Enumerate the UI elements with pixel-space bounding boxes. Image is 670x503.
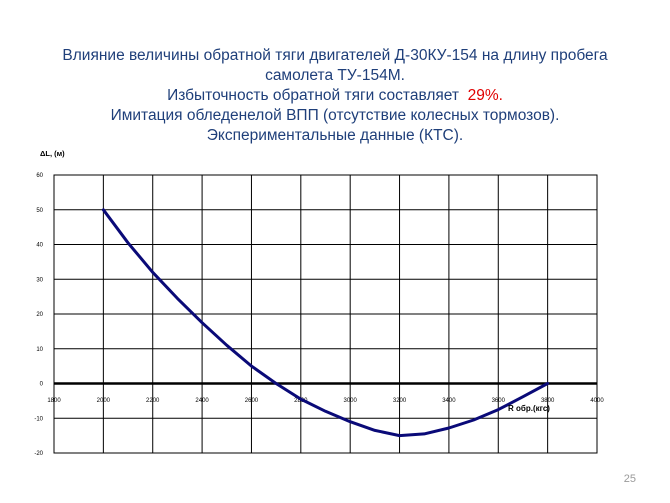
y-tick-label: 10 [36,347,43,353]
slide-number: 25 [623,473,636,485]
data-point [201,322,202,323]
slide-title: Влияние величины обратной тяги двигателе… [20,46,650,146]
data-point [374,430,375,431]
series [101,208,550,438]
title-line-1: Влияние величины обратной тяги двигателе… [62,47,608,64]
title-line-3: Избыточность обратной тяги составляет 29… [20,86,650,106]
y-tick-label: 50 [36,208,43,214]
data-point [177,298,178,299]
title-line-2: самолета ТУ-154М. [265,67,405,84]
y-tick-label: -20 [34,451,43,457]
data-point [448,427,449,428]
data-point [226,345,227,346]
x-tick-label: 4000 [590,398,604,404]
y-tick-label: -10 [34,416,43,422]
data-point [300,399,301,400]
x-tick-label: 1800 [47,398,61,404]
title-line-4: Имитация обледенелой ВПП (отсутствие кол… [110,107,560,124]
x-tick-label: 3000 [344,398,358,404]
y-tick-label: 20 [36,312,43,318]
x-tick-label: 3800 [541,398,555,404]
data-point [399,435,400,436]
y-tick-label: 60 [36,173,43,179]
data-point [251,366,252,367]
x-tick-label: 2000 [97,398,111,404]
data-point [103,209,104,210]
x-tick-label: 3400 [442,398,456,404]
x-tick-label: 2600 [245,398,259,404]
tick-labels: 1800 2000 2200 2400 2600 2800 3000 3200 3400 3600… [34,173,604,457]
grid [53,174,598,454]
data-point [424,433,425,434]
x-axis-label: R обр.(кгс) [508,404,550,413]
x-tick-label: 2200 [146,398,160,404]
reverse-thrust-surplus-value: 29%. [467,87,503,104]
data-point [350,421,351,422]
data-point [547,383,548,384]
data-point [498,409,499,410]
title-line-5: Экспериментальные данные (КТС). [206,127,464,144]
x-tick-label: 2400 [195,398,209,404]
x-tick-label: 3200 [393,398,407,404]
data-point [473,419,474,420]
y-tick-label: 0 [40,382,44,388]
y-axis-label: ΔL, (м) [40,149,65,158]
data-point [522,396,523,397]
series-line-0 [101,208,550,438]
y-tick-label: 30 [36,277,43,283]
x-tick-label: 2800 [294,398,308,404]
data-point [276,383,277,384]
title-line-3-text: Избыточность обратной тяги составляет [167,87,459,104]
data-point [325,411,326,412]
data-point [127,242,128,243]
y-tick-label: 40 [36,243,43,249]
data-point [152,272,153,273]
x-tick-label: 3600 [492,398,506,404]
